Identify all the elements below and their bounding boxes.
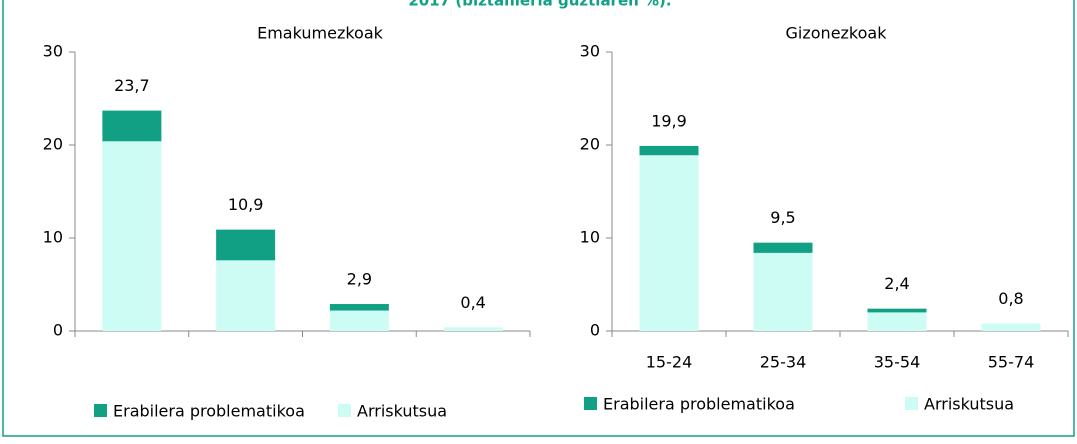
y-tick-label: 20 xyxy=(580,135,600,154)
bar-segment xyxy=(753,252,813,331)
bar-segment xyxy=(216,229,276,261)
subtitle: Emakumezkoak xyxy=(257,24,384,43)
bar-segment xyxy=(753,242,813,253)
legend-label: Arriskutsua xyxy=(357,402,447,421)
bar-segment xyxy=(867,308,927,313)
bar-segment xyxy=(981,323,1041,331)
x-tick-label: 15-24 xyxy=(646,353,693,372)
bar-segment xyxy=(639,155,699,331)
y-tick-label: 10 xyxy=(43,228,63,247)
y-tick-label: 0 xyxy=(590,321,600,340)
legend-label: Erabilera problematikoa xyxy=(113,402,305,421)
legend-label: Arriskutsua xyxy=(924,395,1014,414)
y-tick-label: 20 xyxy=(43,135,63,154)
bar-segment xyxy=(639,145,699,156)
data-label: 2,9 xyxy=(347,270,372,289)
bar-segment xyxy=(329,310,389,331)
x-tick-label: 35-54 xyxy=(874,353,921,372)
data-label: 9,5 xyxy=(770,208,795,227)
y-tick-label: 10 xyxy=(580,228,600,247)
legend-swatch xyxy=(905,397,918,410)
bar-segment xyxy=(102,141,162,331)
legend-label: Erabilera problematikoa xyxy=(603,395,795,414)
legend-swatch xyxy=(584,397,597,410)
data-label: 0,4 xyxy=(460,293,485,312)
bar-segment xyxy=(216,260,276,331)
bar-segment xyxy=(867,312,927,331)
y-tick-label: 0 xyxy=(53,321,63,340)
legend-swatch xyxy=(94,404,107,417)
x-tick-label: 55-74 xyxy=(988,353,1035,372)
chart-title: 2017 (biztanleria guztiaren %). xyxy=(408,0,671,10)
legend-swatch xyxy=(338,404,351,417)
y-tick-label: 30 xyxy=(580,42,600,61)
data-label: 2,4 xyxy=(884,274,909,293)
data-label: 23,7 xyxy=(114,76,150,95)
x-tick-label: 25-34 xyxy=(760,353,807,372)
bar-segment xyxy=(443,327,503,331)
data-label: 0,8 xyxy=(998,289,1023,308)
y-tick-label: 30 xyxy=(43,42,63,61)
bar-segment xyxy=(329,304,389,311)
bar-segment xyxy=(102,110,162,142)
subtitle: Gizonezkoak xyxy=(786,24,888,43)
data-label: 10,9 xyxy=(228,195,264,214)
data-label: 19,9 xyxy=(651,111,687,130)
